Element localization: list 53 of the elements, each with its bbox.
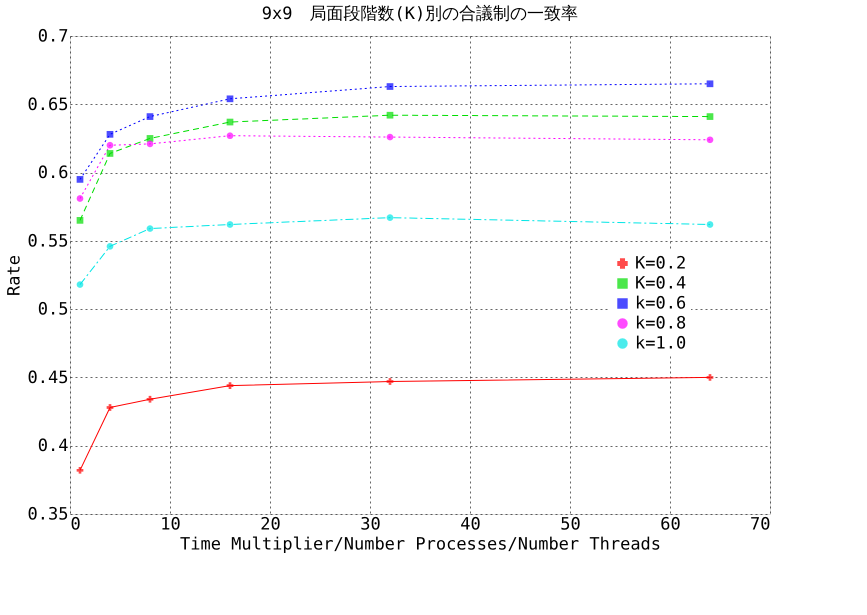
point xyxy=(706,136,714,144)
point xyxy=(386,134,394,140)
legend-label: k=1.0 xyxy=(635,334,686,354)
point xyxy=(146,225,154,232)
x-axis-title: Time Multiplier/Number Processes/Number Threads xyxy=(180,534,662,554)
point xyxy=(706,113,714,120)
y-tick-label: 0.65 xyxy=(28,94,68,115)
point xyxy=(226,132,234,140)
x-tick-label: 60 xyxy=(660,514,681,534)
legend-label: K=0.4 xyxy=(635,274,686,294)
point xyxy=(386,83,394,90)
legend-label: k=0.8 xyxy=(635,314,686,334)
point xyxy=(706,374,714,381)
point xyxy=(146,140,154,148)
y-tick-label: 0.6 xyxy=(38,163,68,184)
x-tick-label: 0 xyxy=(70,514,81,534)
x-tick-label: 50 xyxy=(560,514,581,534)
x-tick-label: 20 xyxy=(260,514,281,534)
point xyxy=(386,214,394,221)
x-tick-label: 40 xyxy=(460,514,481,534)
y-tick-label: 0.4 xyxy=(38,436,68,456)
y-axis-title: Rate xyxy=(4,255,25,296)
x-tick-label: 30 xyxy=(360,514,381,534)
y-tick-label: 0.55 xyxy=(28,231,68,252)
point xyxy=(706,80,714,88)
point xyxy=(226,382,234,389)
point xyxy=(386,112,394,119)
point xyxy=(76,281,84,288)
point xyxy=(226,95,234,102)
point xyxy=(76,195,84,202)
y-tick-label: 0.7 xyxy=(38,26,68,46)
point xyxy=(226,221,234,228)
y-tick-label: 0.5 xyxy=(38,300,68,320)
point xyxy=(106,142,114,149)
point xyxy=(106,242,114,250)
point xyxy=(76,466,84,474)
point xyxy=(76,176,84,183)
chart-title: 9x9 局面段階数(K)別の合議制の一致率 xyxy=(262,4,578,24)
y-tick-label: 0.35 xyxy=(28,504,68,524)
point xyxy=(146,396,154,403)
point xyxy=(76,217,84,224)
x-tick-label: 70 xyxy=(750,514,770,534)
point xyxy=(706,221,714,228)
point xyxy=(106,130,114,138)
point xyxy=(106,404,114,411)
legend-label: K=0.2 xyxy=(635,254,686,274)
point xyxy=(226,118,234,126)
point xyxy=(386,378,394,385)
point xyxy=(146,113,154,120)
point xyxy=(106,150,114,157)
y-tick-label: 0.45 xyxy=(28,368,68,388)
legend-label: k=0.6 xyxy=(635,294,686,314)
x-tick-label: 10 xyxy=(160,514,181,534)
